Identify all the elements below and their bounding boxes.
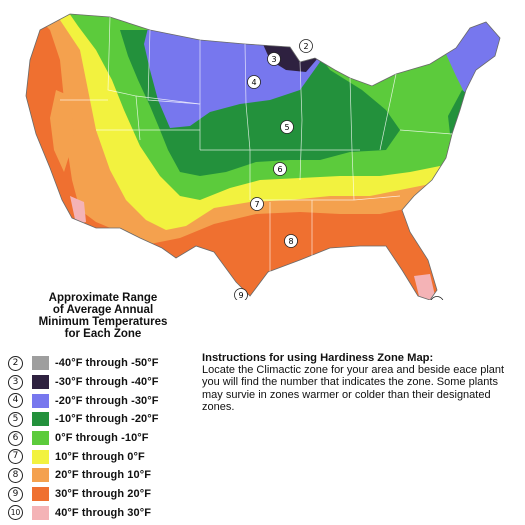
instructions-body: Locate the Climactic zone for your area … — [202, 364, 505, 413]
state-borders — [60, 16, 453, 272]
legend-title-line: Minimum Temperatures — [38, 316, 168, 328]
zone-number: 7 — [8, 449, 23, 465]
zone-swatch — [32, 468, 49, 483]
map-marker-3: 3 — [267, 52, 281, 66]
legend-row-zone-3: 3 -30°F through -40°F — [8, 373, 208, 392]
svg-text:5: 5 — [284, 123, 289, 132]
us-outline — [25, 13, 501, 300]
map-marker-8: 8 — [284, 234, 298, 248]
instructions-panel: Instructions for using Hardiness Zone Ma… — [202, 352, 520, 413]
legend-row-zone-5: 5 -10°F through -20°F — [8, 410, 208, 429]
legend-row-zone-7: 7 10°F through 0°F — [8, 447, 208, 466]
legend-title-line: for Each Zone — [64, 328, 142, 340]
zone-number: 8 — [8, 467, 23, 483]
zone-8-west-region — [50, 90, 74, 172]
zone-label: -20°F through -30°F — [55, 394, 159, 407]
svg-text:7: 7 — [254, 200, 259, 209]
legend-row-zone-9: 9 30°F through 20°F — [8, 485, 208, 504]
zone-label: 30°F through 20°F — [55, 488, 152, 501]
zone-swatch — [32, 487, 49, 502]
legend-title: Approximate Range of Average Annual Mini… — [8, 292, 198, 340]
zone-markers: 2 3 4 5 6 7 8 9 — [234, 39, 444, 300]
legend-row-zone-10: 10 40°F through 30°F — [8, 504, 208, 523]
instructions-heading: Instructions for using Hardiness Zone Ma… — [202, 352, 434, 364]
svg-text:6: 6 — [277, 165, 282, 174]
map-marker-10: 10 — [430, 296, 444, 300]
zone-number: 2 — [8, 355, 23, 371]
svg-text:8: 8 — [288, 237, 293, 246]
zone-swatch — [32, 449, 49, 464]
legend-title-line: of Average Annual — [52, 304, 154, 316]
map-marker-6: 6 — [273, 162, 287, 176]
map-marker-9: 9 — [234, 288, 248, 300]
legend-row-zone-4: 4 -20°F through -30°F — [8, 391, 208, 410]
zone-label: -40°F through -50°F — [55, 357, 159, 370]
map-marker-4: 4 — [247, 75, 261, 89]
zone-number: 10 — [8, 505, 23, 521]
zone-swatch — [32, 393, 49, 408]
zone-label: 40°F through 30°F — [55, 506, 152, 519]
zone-number: 6 — [8, 430, 23, 446]
zone-10-fl-region — [414, 274, 436, 300]
map-marker-2: 2 — [299, 39, 313, 53]
zone-legend: 2 -40°F through -50°F 3 -30°F through -4… — [8, 354, 208, 522]
svg-text:9: 9 — [238, 291, 243, 300]
zone-number: 5 — [8, 411, 23, 427]
zone-label: 20°F through 10°F — [55, 469, 152, 482]
zone-label: -10°F through -20°F — [55, 413, 159, 426]
zone-swatch — [32, 412, 49, 427]
map-marker-7: 7 — [250, 197, 264, 211]
zone-number: 9 — [8, 486, 23, 502]
legend-row-zone-2: 2 -40°F through -50°F — [8, 354, 208, 373]
legend-title-line: Approximate Range — [48, 292, 158, 304]
svg-text:2: 2 — [303, 42, 308, 51]
zone-number: 4 — [8, 393, 23, 409]
map-marker-5: 5 — [280, 120, 294, 134]
zone-label: 0°F through -10°F — [55, 432, 149, 445]
legend-row-zone-8: 8 20°F through 10°F — [8, 466, 208, 485]
zone-number: 3 — [8, 374, 23, 390]
hardiness-zone-map: 2 3 4 5 6 7 8 9 — [25, 13, 501, 300]
zone-10-west-region — [70, 196, 86, 224]
svg-text:4: 4 — [251, 78, 256, 87]
legend-row-zone-6: 6 0°F through -10°F — [8, 429, 208, 448]
zone-label: 10°F through 0°F — [55, 450, 145, 463]
zone-swatch — [32, 375, 49, 390]
zone-swatch — [32, 431, 49, 446]
zone-swatch — [32, 505, 49, 520]
zone-label: -30°F through -40°F — [55, 376, 159, 389]
svg-text:3: 3 — [271, 55, 276, 64]
zone-swatch — [32, 356, 49, 371]
